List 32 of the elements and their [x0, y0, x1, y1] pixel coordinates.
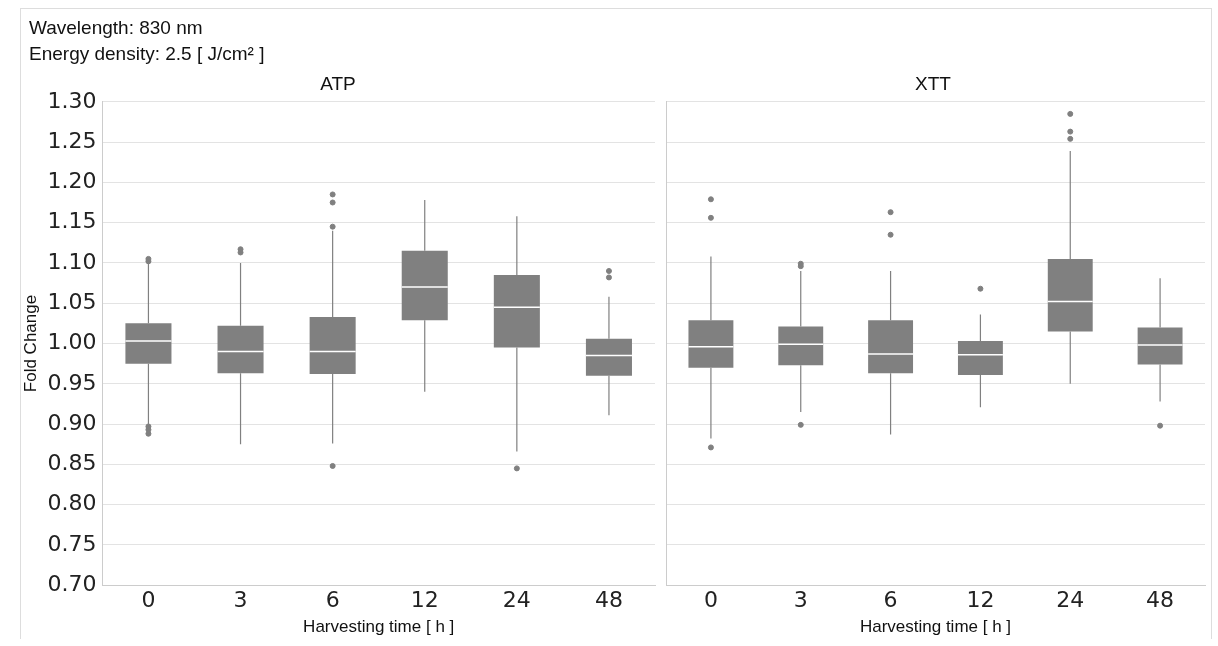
y-tick-label: 0.85	[47, 450, 97, 476]
x-tick-label: 0	[703, 587, 718, 613]
x-tick-label: 3	[793, 587, 808, 613]
y-tick-label: 0.90	[47, 409, 97, 435]
y-tick-label: 1.20	[47, 168, 97, 194]
x-tick-label: 12	[410, 587, 439, 613]
x-tick-label: 6	[883, 587, 898, 613]
text: Energy density: 2.5 [ J/cm² ]	[29, 42, 265, 66]
x-tick-label: 48	[594, 587, 623, 613]
x-tick-label: 48	[1146, 587, 1175, 613]
chart-title: ATP	[320, 72, 356, 94]
x-tick-label: 3	[233, 587, 248, 613]
y-tick-label: 1.00	[47, 329, 97, 355]
x-tick-label: 24	[502, 587, 531, 613]
y-tick-label: 0.70	[47, 570, 97, 596]
y-tick-label: 0.75	[47, 530, 97, 556]
x-axis-title: Harvesting time [ h ]	[303, 617, 455, 637]
x-tick-label: 6	[325, 587, 340, 613]
y-tick-label: 0.80	[47, 490, 97, 516]
x-tick-label: 0	[141, 587, 156, 613]
y-tick-label: 1.25	[47, 127, 97, 153]
y-axis-title: Fold Change	[20, 294, 40, 393]
x-tick-label: 12	[966, 587, 995, 613]
y-tick-label: 1.10	[47, 248, 97, 274]
text: Wavelength: 830 nm	[29, 16, 204, 40]
y-tick-label: 1.30	[47, 87, 97, 113]
x-tick-label: 24	[1056, 587, 1085, 613]
y-tick-label: 1.05	[47, 288, 97, 314]
chart-title: XTT	[915, 72, 952, 94]
y-tick-label: 0.95	[47, 369, 97, 395]
y-tick-label: 1.15	[47, 208, 97, 234]
x-axis-title: Harvesting time [ h ]	[859, 617, 1012, 637]
